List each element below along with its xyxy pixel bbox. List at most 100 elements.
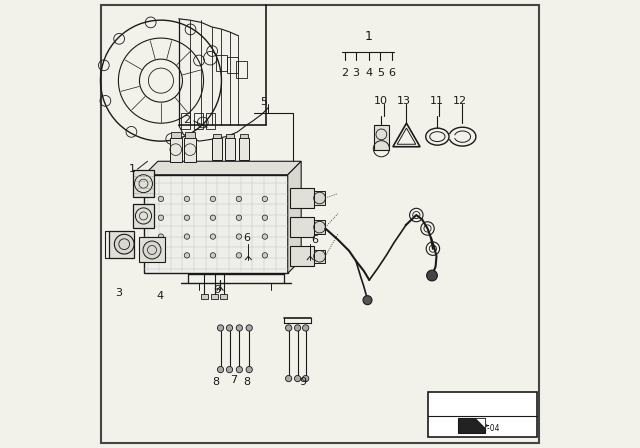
Text: 00182-04: 00182-04 <box>464 424 500 433</box>
Text: 6: 6 <box>388 68 395 78</box>
Bar <box>428 392 538 437</box>
Circle shape <box>115 234 134 254</box>
Circle shape <box>218 366 224 373</box>
Text: 2: 2 <box>183 115 190 125</box>
Circle shape <box>363 296 372 305</box>
Bar <box>132 170 154 197</box>
Bar <box>184 138 196 162</box>
Bar <box>289 217 314 237</box>
Circle shape <box>246 325 252 331</box>
Circle shape <box>294 325 301 331</box>
Circle shape <box>236 253 242 258</box>
Text: 6: 6 <box>311 235 318 245</box>
Text: 4: 4 <box>156 291 163 301</box>
Text: 7: 7 <box>230 375 237 385</box>
Circle shape <box>210 196 216 202</box>
Circle shape <box>262 196 268 202</box>
Bar <box>201 294 208 299</box>
Text: 5: 5 <box>377 68 384 78</box>
Circle shape <box>236 215 242 220</box>
Text: 11: 11 <box>429 96 444 106</box>
Text: 9: 9 <box>300 377 307 387</box>
Bar <box>170 138 182 162</box>
Bar <box>194 113 203 129</box>
Bar <box>220 294 227 299</box>
Bar <box>171 132 180 138</box>
Text: 6: 6 <box>214 285 220 295</box>
Circle shape <box>262 253 268 258</box>
Circle shape <box>236 196 242 202</box>
Bar <box>374 125 389 150</box>
Text: 4: 4 <box>365 68 373 78</box>
Circle shape <box>184 196 189 202</box>
Circle shape <box>210 253 216 258</box>
Polygon shape <box>476 418 485 428</box>
Circle shape <box>158 196 164 202</box>
Circle shape <box>236 234 242 239</box>
Bar <box>212 138 222 160</box>
Text: 3: 3 <box>115 289 122 298</box>
Text: 2: 2 <box>341 68 348 78</box>
Text: 8: 8 <box>243 377 250 387</box>
Ellipse shape <box>430 132 445 142</box>
Circle shape <box>303 375 309 382</box>
Text: !: ! <box>405 134 408 143</box>
Polygon shape <box>458 418 485 433</box>
Text: 5: 5 <box>260 97 268 107</box>
Polygon shape <box>145 161 301 175</box>
Text: 3: 3 <box>353 68 359 78</box>
Bar <box>314 191 325 205</box>
Text: 8: 8 <box>212 377 220 387</box>
Circle shape <box>158 253 164 258</box>
Bar <box>227 57 238 73</box>
Bar <box>213 134 221 138</box>
Circle shape <box>218 325 224 331</box>
Bar <box>109 231 134 258</box>
Bar <box>289 188 314 208</box>
Circle shape <box>184 253 189 258</box>
Bar <box>239 138 249 160</box>
Circle shape <box>294 375 301 382</box>
Circle shape <box>285 375 292 382</box>
Circle shape <box>236 325 243 331</box>
Circle shape <box>246 366 252 373</box>
Circle shape <box>262 215 268 220</box>
Circle shape <box>158 215 164 220</box>
Circle shape <box>143 241 161 259</box>
Text: 10: 10 <box>374 96 387 106</box>
Circle shape <box>236 366 243 373</box>
Bar <box>289 246 314 266</box>
Bar <box>314 250 325 263</box>
Bar <box>132 204 154 228</box>
Polygon shape <box>397 128 416 144</box>
Circle shape <box>158 234 164 239</box>
Text: 13: 13 <box>397 96 412 106</box>
Bar <box>227 134 234 138</box>
Circle shape <box>303 325 309 331</box>
Bar <box>240 134 248 138</box>
Bar <box>145 175 288 273</box>
Circle shape <box>184 215 189 220</box>
Text: 1: 1 <box>129 164 136 174</box>
Circle shape <box>262 234 268 239</box>
Bar <box>206 113 215 129</box>
Bar <box>314 220 325 234</box>
Circle shape <box>210 215 216 220</box>
Bar <box>225 138 236 160</box>
Circle shape <box>227 325 233 331</box>
Circle shape <box>427 270 437 281</box>
Bar <box>236 61 247 78</box>
Circle shape <box>285 325 292 331</box>
Polygon shape <box>393 123 420 147</box>
Polygon shape <box>288 161 301 273</box>
Bar <box>139 237 165 262</box>
Bar <box>211 294 218 299</box>
Text: 12: 12 <box>452 96 467 106</box>
Bar <box>185 132 195 138</box>
Circle shape <box>184 234 189 239</box>
Bar <box>181 113 190 129</box>
Circle shape <box>210 234 216 239</box>
Text: 1: 1 <box>364 30 372 43</box>
Circle shape <box>227 366 233 373</box>
Text: 6: 6 <box>243 233 250 243</box>
